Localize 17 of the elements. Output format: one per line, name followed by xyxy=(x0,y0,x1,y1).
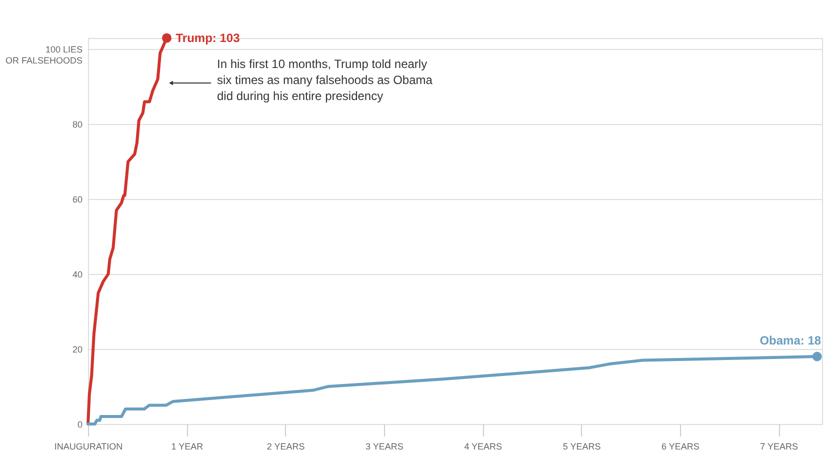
x-tick-label: 4 YEARS xyxy=(464,442,502,452)
x-tick-label: 3 YEARS xyxy=(366,442,404,452)
x-tick-label: 6 YEARS xyxy=(662,442,700,452)
x-tick-label: 1 YEAR xyxy=(171,442,204,452)
data-label: Obama: 18 xyxy=(760,334,822,348)
y-tick-label: 60 xyxy=(72,194,82,205)
x-tick-label: 5 YEARS xyxy=(562,442,601,452)
x-tick-label: INAUGURATION xyxy=(54,442,123,452)
annotation: In his first 10 months, Trump told nearly six times as many falsehoods as Obama did during his entire presidency xyxy=(217,57,433,103)
y-tick-label: 20 xyxy=(72,344,82,355)
y-tick-label: 40 xyxy=(72,270,82,280)
y-tick-label: 100 LIES OR FALSEHOODS xyxy=(5,44,82,66)
y-tick-label: 80 xyxy=(72,120,82,130)
x-tick-label: 7 YEARS xyxy=(760,442,798,452)
x-tick-label: 2 YEARS xyxy=(266,442,305,452)
data-label: Trump: 103 xyxy=(176,31,240,45)
y-tick-label: 0 xyxy=(77,420,82,430)
